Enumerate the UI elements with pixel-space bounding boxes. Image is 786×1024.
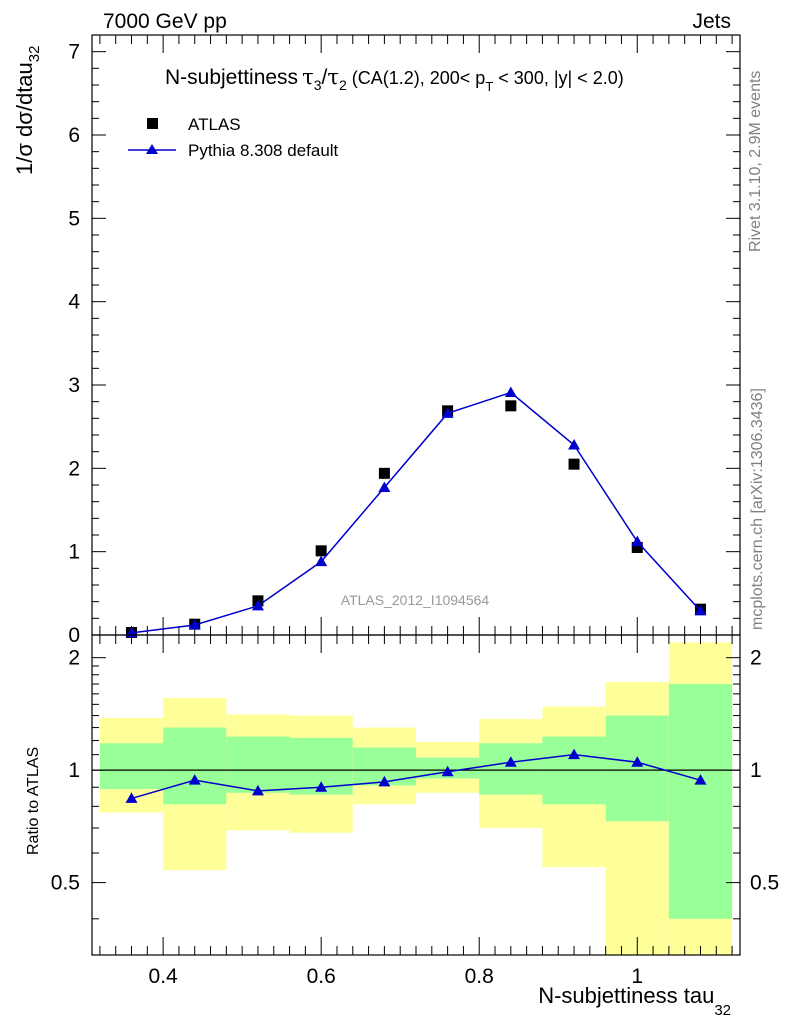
ratio-xtick-label: 0.4 xyxy=(149,965,179,988)
main-ylabel: 1/σ dσ/dtau32 xyxy=(12,46,43,175)
ratio-band-inner-2 xyxy=(226,736,290,793)
ratio-band-inner-0 xyxy=(99,743,164,790)
main-ytick-label: 3 xyxy=(68,374,80,397)
legend-atlas-label: ATLAS xyxy=(188,115,241,134)
ratio-pythia-point xyxy=(125,792,138,803)
ratio-band-inner-9 xyxy=(668,684,733,919)
pythia-point xyxy=(315,555,328,567)
main-ytick-label: 2 xyxy=(68,457,80,480)
pythia-point xyxy=(251,599,264,611)
atlas-point xyxy=(568,458,580,470)
main-plot-area: 0 1 2 3 4 5 6 7 xyxy=(68,34,740,647)
ratio-pythia-point xyxy=(315,781,328,792)
pythia-line xyxy=(131,391,702,634)
main-ytick-label: 7 xyxy=(68,41,80,64)
main-ytick-label: 6 xyxy=(68,124,80,147)
pythia-point xyxy=(188,619,201,630)
header-left: 7000 GeV pp xyxy=(103,10,227,33)
atlas-point xyxy=(631,542,643,553)
main-ytick-label: 0 xyxy=(68,624,80,647)
atlas-point xyxy=(378,467,390,479)
ratio-pythia-point xyxy=(694,774,707,785)
ratio-pythia-point xyxy=(378,775,391,787)
ratio-panel: 0.5 0.5 1 1 2 2 0.4 0.6 0.8 1 Ratio to ATLAS N-su… xyxy=(25,634,779,1019)
pythia-point xyxy=(504,386,517,397)
header-right: Jets xyxy=(692,10,731,33)
ratio-ytick-label-left: 0.5 xyxy=(51,872,80,895)
main-ytick-label: 5 xyxy=(68,207,80,230)
ratio-plot-area: 0.5 0.5 1 1 2 2 0.4 0.6 0.8 1 xyxy=(51,635,779,988)
ratio-ytick-label-left: 2 xyxy=(68,647,80,670)
ratio-ytick-label-right: 0.5 xyxy=(750,872,779,895)
main-panel: N-subjettiness τ3/τ2 (CA(1.2), 200< pT < … xyxy=(12,34,741,647)
ratio-band-inner-1 xyxy=(163,727,227,805)
rivet-label: Rivet 3.1.10, 2.9M events xyxy=(747,71,764,252)
ratio-pythia-point xyxy=(631,756,644,767)
ratio-pythia-point xyxy=(441,765,454,777)
ratio-xtick-label: 0.8 xyxy=(465,965,494,988)
atlas-point xyxy=(315,545,327,557)
pythia-point xyxy=(694,604,707,616)
ratio-pythia-point xyxy=(568,748,581,760)
ratio-band-inner-6 xyxy=(479,743,543,795)
pythia-point xyxy=(631,535,644,547)
ratio-ytick-label-right: 1 xyxy=(750,759,762,782)
pythia-point xyxy=(378,481,391,492)
ratio-pythia-line xyxy=(131,753,701,800)
legend-atlas-marker xyxy=(147,118,158,129)
mcplots-label: mcplots.cern.ch [arXiv:1306.3436] xyxy=(749,388,766,630)
main-ytick-label: 1 xyxy=(68,541,80,564)
ratio-ylabel: Ratio to ATLAS xyxy=(25,747,42,855)
pythia-point xyxy=(441,407,454,418)
ratio-frame xyxy=(91,634,741,956)
ratio-xtick-label: 0.6 xyxy=(307,965,336,988)
main-title: N-subjettiness τ3/τ2 (CA(1.2), 200< pT < … xyxy=(165,65,624,94)
ratio-ytick-label-right: 2 xyxy=(750,647,762,670)
x-axis-label: N-subjettiness tau32 xyxy=(538,983,731,1019)
legend-pythia-label: Pythia 8.308 default xyxy=(188,141,339,160)
legend-pythia-marker xyxy=(146,144,158,154)
ratio-pythia-point xyxy=(188,774,201,785)
atlas-point xyxy=(505,400,517,412)
analysis-watermark: ATLAS_2012_I1094564 xyxy=(341,592,490,608)
ratio-ytick-label-left: 1 xyxy=(68,759,80,782)
ratio-pythia-point xyxy=(504,756,517,767)
ratio-xtick-label: 1 xyxy=(631,965,643,988)
main-ytick-label: 4 xyxy=(68,291,80,314)
legend: ATLAS Pythia 8.308 default xyxy=(128,115,339,160)
ratio-pythia-point xyxy=(251,784,264,796)
pythia-point xyxy=(568,439,581,450)
